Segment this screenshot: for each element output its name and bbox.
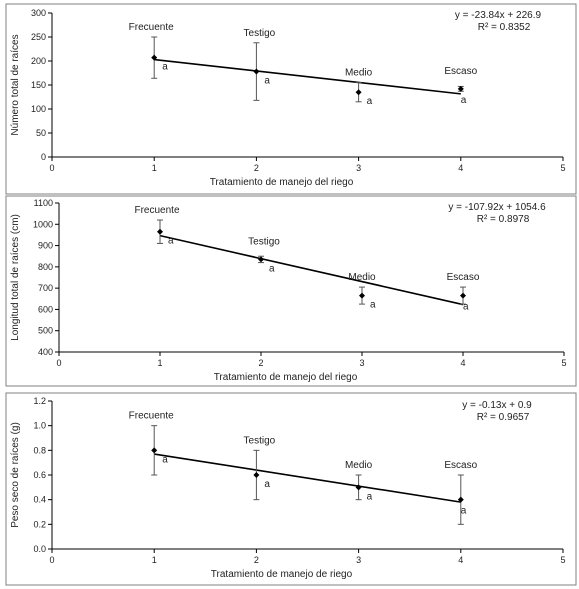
significance-letter: a bbox=[162, 454, 168, 465]
y-tick-label: 800 bbox=[38, 262, 53, 272]
y-tick-label: 900 bbox=[38, 241, 53, 251]
point-label: Testigo bbox=[244, 435, 276, 446]
trendline-equation: y = -23.84x + 226.9 bbox=[455, 10, 542, 21]
x-axis-title: Tratamiento de manejo de riego bbox=[211, 569, 353, 580]
x-tick-label: 2 bbox=[254, 163, 259, 173]
trendline-r2: R² = 0.9657 bbox=[477, 412, 530, 423]
point-label: Medio bbox=[345, 460, 373, 471]
x-tick-label: 1 bbox=[152, 163, 157, 173]
trendline bbox=[154, 453, 461, 503]
y-tick-label: 0.6 bbox=[33, 470, 46, 480]
significance-letter: a bbox=[367, 96, 373, 107]
significance-letter: a bbox=[168, 236, 174, 247]
y-tick-label: 300 bbox=[31, 8, 46, 18]
significance-letter: a bbox=[367, 491, 373, 502]
x-tick-label: 3 bbox=[356, 555, 361, 565]
point-label: Medio bbox=[345, 68, 373, 79]
x-tick-label: 0 bbox=[49, 163, 54, 173]
data-point bbox=[258, 256, 264, 263]
x-tick-label: 5 bbox=[560, 555, 565, 565]
point-label: Frecuente bbox=[134, 205, 179, 216]
y-tick-label: 0.0 bbox=[33, 544, 46, 554]
x-tick-label: 1 bbox=[152, 555, 157, 565]
y-tick-label: 1100 bbox=[34, 198, 53, 208]
chart-panel-1: 0 50 100 150 200 250 300 0 1 2 3 4 5 Tratamiento de m… bbox=[5, 3, 577, 195]
data-point bbox=[359, 292, 365, 299]
y-tick-label: 150 bbox=[31, 80, 46, 90]
panel-frame bbox=[5, 392, 577, 586]
significance-letter: a bbox=[370, 300, 376, 311]
significance-letter: a bbox=[269, 263, 275, 274]
point-label: Escaso bbox=[447, 272, 480, 283]
data-point bbox=[460, 292, 466, 299]
y-tick-label: 500 bbox=[38, 326, 53, 336]
data-point bbox=[457, 496, 464, 503]
significance-letter: a bbox=[264, 479, 270, 490]
trendline-r2: R² = 0.8352 bbox=[478, 22, 531, 33]
y-axis-title: Longitud total de raíces (cm) bbox=[10, 214, 21, 341]
y-tick-label: 400 bbox=[38, 347, 53, 357]
point-label: Frecuente bbox=[129, 22, 174, 33]
significance-letter: a bbox=[461, 506, 467, 517]
significance-letter: a bbox=[461, 95, 467, 106]
chart-panel-2: 400 500 600 700 800 900 1000 1100 0 1 2 3 4 5 Tratamie… bbox=[5, 195, 577, 387]
y-tick-label: 0 bbox=[41, 152, 46, 162]
trendline bbox=[159, 234, 464, 306]
x-tick-label: 3 bbox=[359, 358, 364, 368]
significance-letter: a bbox=[463, 302, 469, 313]
y-tick-label: 700 bbox=[38, 283, 53, 293]
y-tick-label: 100 bbox=[31, 104, 46, 114]
x-tick-label: 4 bbox=[460, 358, 465, 368]
x-axis-title: Tratamiento de manejo del riego bbox=[214, 372, 358, 383]
x-tick-label: 1 bbox=[157, 358, 162, 368]
x-tick-label: 5 bbox=[561, 358, 566, 368]
x-tick-label: 0 bbox=[56, 358, 61, 368]
point-label: Escaso bbox=[444, 460, 477, 471]
chart-panel-3: 0.0 0.2 0.4 0.6 0.8 1.0 1.2 0 1 2 3 4 5 Tratamiento d… bbox=[5, 392, 577, 586]
point-label: Medio bbox=[348, 272, 376, 283]
x-tick-label: 3 bbox=[356, 163, 361, 173]
y-tick-label: 50 bbox=[36, 128, 46, 138]
y-tick-label: 1.2 bbox=[33, 396, 46, 406]
y-tick-label: 200 bbox=[31, 56, 46, 66]
data-point bbox=[253, 472, 260, 478]
y-tick-label: 0.4 bbox=[33, 495, 46, 505]
data-point bbox=[457, 85, 464, 92]
data-point bbox=[355, 89, 362, 96]
y-tick-label: 250 bbox=[31, 32, 46, 42]
significance-letter: a bbox=[264, 76, 270, 87]
x-tick-label: 4 bbox=[458, 163, 463, 173]
y-tick-label: 1.0 bbox=[33, 421, 46, 431]
y-tick-label: 600 bbox=[38, 304, 53, 314]
x-tick-label: 2 bbox=[254, 555, 259, 565]
data-point bbox=[151, 54, 158, 61]
x-tick-label: 0 bbox=[49, 555, 54, 565]
data-point bbox=[157, 228, 163, 235]
trendline bbox=[154, 58, 461, 95]
panel-frame bbox=[5, 3, 577, 195]
point-label: Testigo bbox=[248, 236, 280, 247]
significance-letter: a bbox=[162, 62, 168, 73]
trendline-r2: R² = 0.8978 bbox=[477, 214, 530, 225]
y-tick-label: 0.2 bbox=[33, 519, 46, 529]
y-axis-title: Número total de raíces bbox=[10, 34, 21, 135]
x-tick-label: 4 bbox=[458, 555, 463, 565]
x-tick-label: 2 bbox=[258, 358, 263, 368]
panel-frame bbox=[5, 195, 577, 387]
y-tick-label: 0.8 bbox=[33, 445, 46, 455]
point-label: Escaso bbox=[444, 66, 477, 77]
point-label: Testigo bbox=[244, 28, 276, 39]
data-point bbox=[151, 447, 158, 454]
y-tick-label: 1000 bbox=[33, 219, 53, 229]
x-axis-title: Tratamiento de manejo del riego bbox=[210, 177, 354, 188]
y-axis-title: Peso seco de raíces (g) bbox=[10, 422, 21, 528]
trendline-equation: y = -0.13x + 0.9 bbox=[462, 400, 532, 411]
data-point bbox=[355, 484, 362, 491]
x-tick-label: 5 bbox=[560, 163, 565, 173]
data-point bbox=[253, 68, 260, 75]
trendline-equation: y = -107.92x + 1054.6 bbox=[448, 202, 546, 213]
point-label: Frecuente bbox=[129, 411, 174, 422]
